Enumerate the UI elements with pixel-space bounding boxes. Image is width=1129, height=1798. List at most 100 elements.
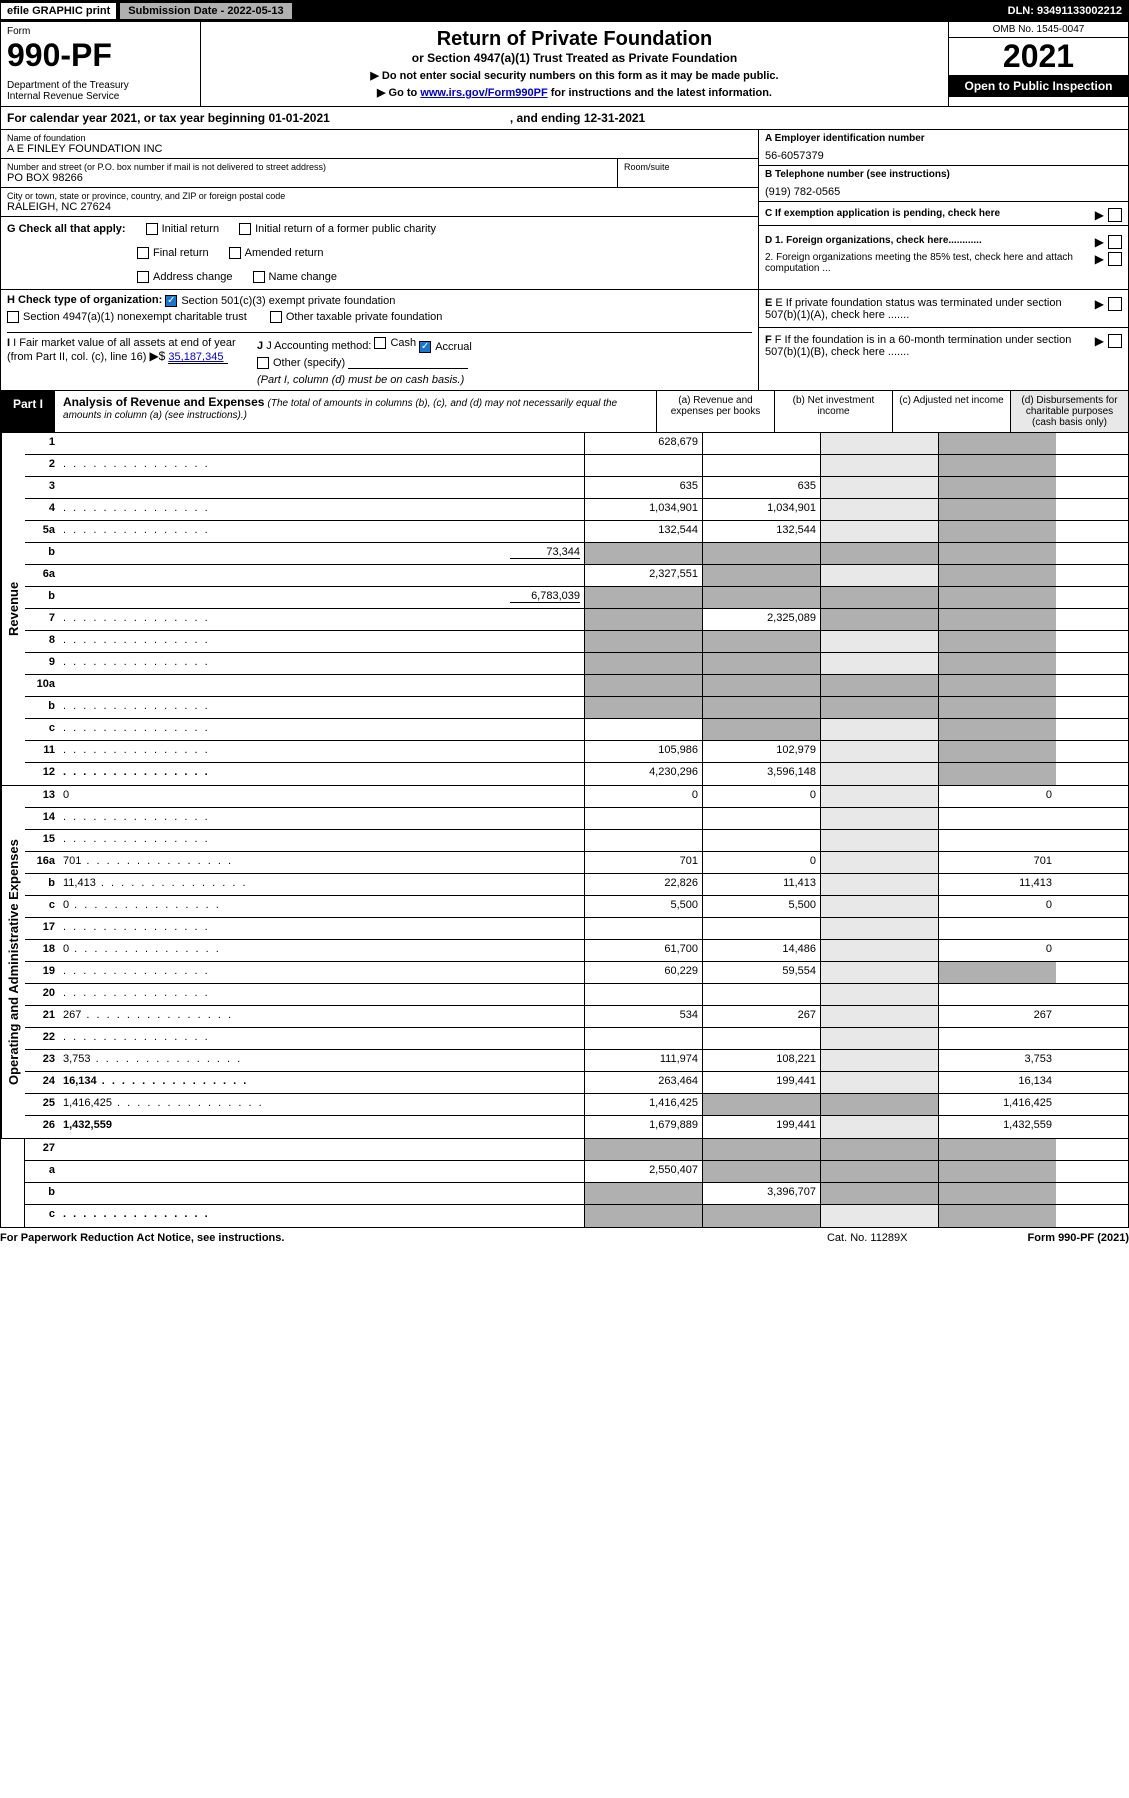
g-final[interactable]: Final return — [137, 247, 209, 259]
net-rows: 27a2,550,407b3,396,707c — [25, 1139, 1128, 1227]
row-desc: 267 — [59, 1006, 584, 1027]
h3-check[interactable]: Other taxable private foundation — [270, 311, 443, 323]
cell-c — [820, 1072, 938, 1093]
d1-checkbox[interactable] — [1108, 235, 1122, 249]
cell-d: 0 — [938, 896, 1056, 917]
row-num: 9 — [25, 653, 59, 674]
cell-d — [938, 984, 1056, 1005]
g-initial[interactable]: Initial return — [146, 223, 219, 235]
footer-left: For Paperwork Reduction Act Notice, see … — [0, 1232, 284, 1244]
form-note1: ▶ Do not enter social security numbers o… — [207, 69, 942, 82]
col-d: (d) Disbursements for charitable purpose… — [1010, 391, 1128, 432]
phone-cell: B Telephone number (see instructions) (9… — [759, 166, 1128, 202]
tax-year: 2021 — [949, 38, 1128, 75]
cell-b: 0 — [702, 786, 820, 807]
table-row: 233,753111,974108,2213,753 — [25, 1050, 1128, 1072]
c-checkbox[interactable] — [1108, 208, 1122, 222]
row-num: c — [25, 1205, 59, 1227]
row-desc — [59, 962, 584, 983]
row-desc — [59, 499, 584, 520]
addr-cell: Number and street (or P.O. box number if… — [1, 159, 618, 187]
cell-a: 132,544 — [584, 521, 702, 542]
table-row: b3,396,707 — [25, 1183, 1128, 1205]
f-checkbox[interactable] — [1108, 334, 1122, 348]
table-row: b73,344 — [25, 543, 1128, 565]
d2-checkbox[interactable] — [1108, 252, 1122, 266]
open-inspection: Open to Public Inspection — [949, 75, 1128, 97]
cell-b — [702, 697, 820, 718]
row-desc — [59, 1161, 584, 1182]
table-row: 17 — [25, 918, 1128, 940]
net-table: 27a2,550,407b3,396,707c — [0, 1139, 1129, 1228]
cell-a — [584, 609, 702, 630]
row-desc — [59, 521, 584, 542]
footer-mid: Cat. No. 11289X — [827, 1232, 908, 1244]
cell-a: 2,550,407 — [584, 1161, 702, 1182]
cell-c — [820, 587, 938, 608]
dln: DLN: 93491133002212 — [1008, 5, 1128, 17]
table-row: 2 — [25, 455, 1128, 477]
row-desc — [59, 1205, 584, 1227]
row-desc — [59, 565, 584, 586]
j-other[interactable]: Other (specify) — [257, 357, 345, 369]
cell-a: 0 — [584, 786, 702, 807]
cell-a — [584, 830, 702, 851]
row-desc: 3,753 — [59, 1050, 584, 1071]
cell-c — [820, 808, 938, 829]
cell-b: 102,979 — [702, 741, 820, 762]
g-amended[interactable]: Amended return — [229, 247, 324, 259]
i-value[interactable]: 35,187,345 — [168, 351, 228, 364]
table-row: 20 — [25, 984, 1128, 1006]
e-checkbox[interactable] — [1108, 297, 1122, 311]
row-desc — [59, 741, 584, 762]
table-row: c — [25, 719, 1128, 741]
h1-check[interactable]: Section 501(c)(3) exempt private foundat… — [165, 295, 395, 307]
row-num: 13 — [25, 786, 59, 807]
omb-number: OMB No. 1545-0047 — [949, 22, 1128, 38]
cell-d: 11,413 — [938, 874, 1056, 895]
cell-c — [820, 1116, 938, 1138]
cell-d — [938, 499, 1056, 520]
cell-d — [938, 521, 1056, 542]
cell-d — [938, 565, 1056, 586]
table-row: c05,5005,5000 — [25, 896, 1128, 918]
cell-d: 267 — [938, 1006, 1056, 1027]
cell-a: 22,826 — [584, 874, 702, 895]
g-initial-former[interactable]: Initial return of a former public charit… — [239, 223, 436, 235]
row-num: 12 — [25, 763, 59, 785]
row-num: c — [25, 719, 59, 740]
row-num: 3 — [25, 477, 59, 498]
cell-a — [584, 984, 702, 1005]
cell-b — [702, 1139, 820, 1160]
cal-end: , and ending 12-31-2021 — [510, 111, 645, 125]
cell-c — [820, 1006, 938, 1027]
h2-check[interactable]: Section 4947(a)(1) nonexempt charitable … — [7, 311, 247, 323]
table-row: 2416,134263,464199,44116,134 — [25, 1072, 1128, 1094]
cell-b — [702, 984, 820, 1005]
table-row: 27 — [25, 1139, 1128, 1161]
g-row: G Check all that apply: Initial return I… — [1, 217, 758, 289]
g-name[interactable]: Name change — [253, 271, 338, 283]
row-num: b — [25, 543, 59, 564]
row-desc — [59, 984, 584, 1005]
f-row: F F If the foundation is in a 60-month t… — [765, 334, 1122, 358]
cell-a: 635 — [584, 477, 702, 498]
cell-b: 1,034,901 — [702, 499, 820, 520]
cell-d — [938, 1161, 1056, 1182]
cell-c — [820, 940, 938, 961]
footer-right: Form 990-PF (2021) — [1028, 1232, 1129, 1244]
j-accrual[interactable]: Accrual — [419, 341, 472, 353]
info-right: A Employer identification number 56-6057… — [758, 130, 1128, 289]
g-address[interactable]: Address change — [137, 271, 233, 283]
c-cell: C If exemption application is pending, c… — [759, 205, 1128, 226]
irs-link[interactable]: www.irs.gov/Form990PF — [420, 87, 547, 99]
row-num: 22 — [25, 1028, 59, 1049]
j-cash[interactable]: Cash — [374, 337, 416, 349]
cell-b: 635 — [702, 477, 820, 498]
cell-b: 199,441 — [702, 1116, 820, 1138]
cell-d — [938, 653, 1056, 674]
row-num: b — [25, 1183, 59, 1204]
info-left: Name of foundation A E FINLEY FOUNDATION… — [1, 130, 758, 289]
cell-c — [820, 786, 938, 807]
row-num: 24 — [25, 1072, 59, 1093]
